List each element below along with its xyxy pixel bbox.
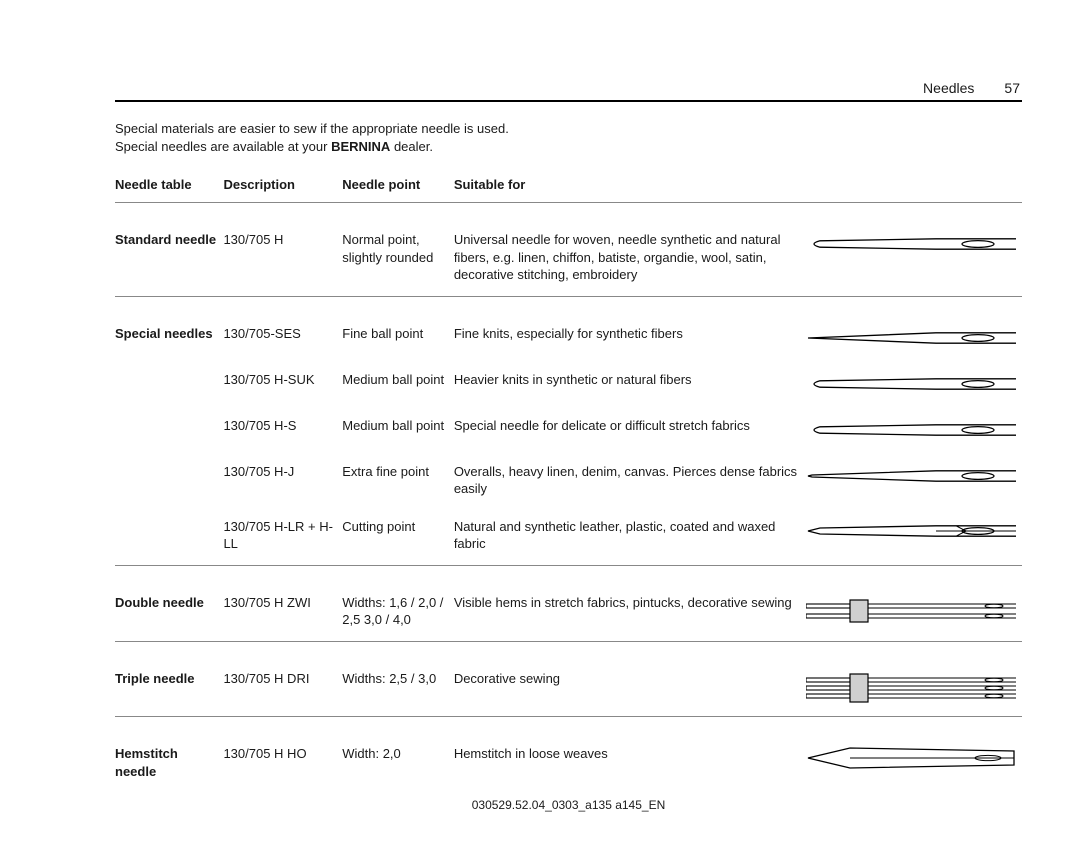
row-suitable: Universal needle for woven, needle synth… — [454, 223, 805, 296]
row-point: Widths: 2,5 / 3,0 — [342, 662, 454, 717]
row-description: 130/705 H-LR + H-LL — [223, 510, 342, 566]
row-label — [115, 363, 223, 409]
row-illustration — [805, 317, 1022, 363]
col-illustration — [805, 177, 1022, 203]
row-label: Standard needle — [115, 223, 223, 296]
intro-text: Special materials are easier to sew if t… — [115, 120, 1022, 155]
row-description: 130/705-SES — [223, 317, 342, 363]
col-description: Description — [223, 177, 342, 203]
row-description: 130/705 H-S — [223, 409, 342, 455]
intro-line2a: Special needles are available at your — [115, 139, 331, 154]
table-row: Standard needle130/705 HNormal point, sl… — [115, 223, 1022, 296]
row-separator — [115, 296, 1022, 317]
row-label — [115, 409, 223, 455]
row-illustration — [805, 409, 1022, 455]
row-suitable: Decorative sewing — [454, 662, 805, 717]
row-point: Medium ball point — [342, 363, 454, 409]
row-description: 130/705 H-J — [223, 455, 342, 510]
col-needle-table: Needle table — [115, 177, 223, 203]
table-row: Special needles130/705-SESFine ball poin… — [115, 317, 1022, 363]
row-label — [115, 510, 223, 566]
row-suitable: Heavier knits in synthetic or natural fi… — [454, 363, 805, 409]
row-illustration — [805, 737, 1022, 792]
row-illustration — [805, 662, 1022, 717]
row-suitable: Visible hems in stretch fabrics, pintuck… — [454, 586, 805, 642]
row-illustration — [805, 223, 1022, 296]
row-separator — [115, 203, 1022, 224]
row-point: Medium ball point — [342, 409, 454, 455]
row-illustration — [805, 363, 1022, 409]
row-illustration — [805, 586, 1022, 642]
table-row: 130/705 H-SUKMedium ball pointHeavier kn… — [115, 363, 1022, 409]
row-illustration — [805, 510, 1022, 566]
table-row: Triple needle130/705 H DRIWidths: 2,5 / … — [115, 662, 1022, 717]
intro-line2c: dealer. — [390, 139, 433, 154]
row-description: 130/705 H ZWI — [223, 586, 342, 642]
row-separator — [115, 565, 1022, 586]
row-suitable: Hemstitch in loose weaves — [454, 737, 805, 792]
table-row: 130/705 H-SMedium ball pointSpecial need… — [115, 409, 1022, 455]
row-suitable: Fine knits, especially for synthetic fib… — [454, 317, 805, 363]
table-row: Double needle130/705 H ZWIWidths: 1,6 / … — [115, 586, 1022, 642]
page-header: Needles 57 — [115, 80, 1022, 102]
row-separator — [115, 642, 1022, 663]
table-row: 130/705 H-LR + H-LLCutting pointNatural … — [115, 510, 1022, 566]
row-label — [115, 455, 223, 510]
row-point: Fine ball point — [342, 317, 454, 363]
table-header-row: Needle table Description Needle point Su… — [115, 177, 1022, 203]
table-row: 130/705 H-JExtra fine pointOveralls, hea… — [115, 455, 1022, 510]
row-suitable: Special needle for delicate or difficult… — [454, 409, 805, 455]
footer-code: 030529.52.04_0303_a135 a145_EN — [115, 798, 1022, 812]
intro-line1: Special materials are easier to sew if t… — [115, 121, 509, 136]
row-separator — [115, 717, 1022, 738]
row-label: Double needle — [115, 586, 223, 642]
row-point: Width: 2,0 — [342, 737, 454, 792]
row-description: 130/705 H-SUK — [223, 363, 342, 409]
row-description: 130/705 H HO — [223, 737, 342, 792]
row-point: Extra fine point — [342, 455, 454, 510]
row-label: Special needles — [115, 317, 223, 363]
needle-table: Needle table Description Needle point Su… — [115, 177, 1022, 792]
row-suitable: Natural and synthetic leather, plastic, … — [454, 510, 805, 566]
table-row: Hemstitch needle130/705 H HOWidth: 2,0He… — [115, 737, 1022, 792]
row-point: Normal point, slightly rounded — [342, 223, 454, 296]
page-number: 57 — [1004, 80, 1020, 96]
col-suitable-for: Suitable for — [454, 177, 805, 203]
row-point: Widths: 1,6 / 2,0 / 2,5 3,0 / 4,0 — [342, 586, 454, 642]
row-description: 130/705 H — [223, 223, 342, 296]
row-label: Hemstitch needle — [115, 737, 223, 792]
col-needle-point: Needle point — [342, 177, 454, 203]
row-illustration — [805, 455, 1022, 510]
row-label: Triple needle — [115, 662, 223, 717]
row-description: 130/705 H DRI — [223, 662, 342, 717]
brand-name: BERNINA — [331, 139, 390, 154]
row-point: Cutting point — [342, 510, 454, 566]
section-title: Needles — [923, 80, 974, 96]
row-suitable: Overalls, heavy linen, denim, canvas. Pi… — [454, 455, 805, 510]
